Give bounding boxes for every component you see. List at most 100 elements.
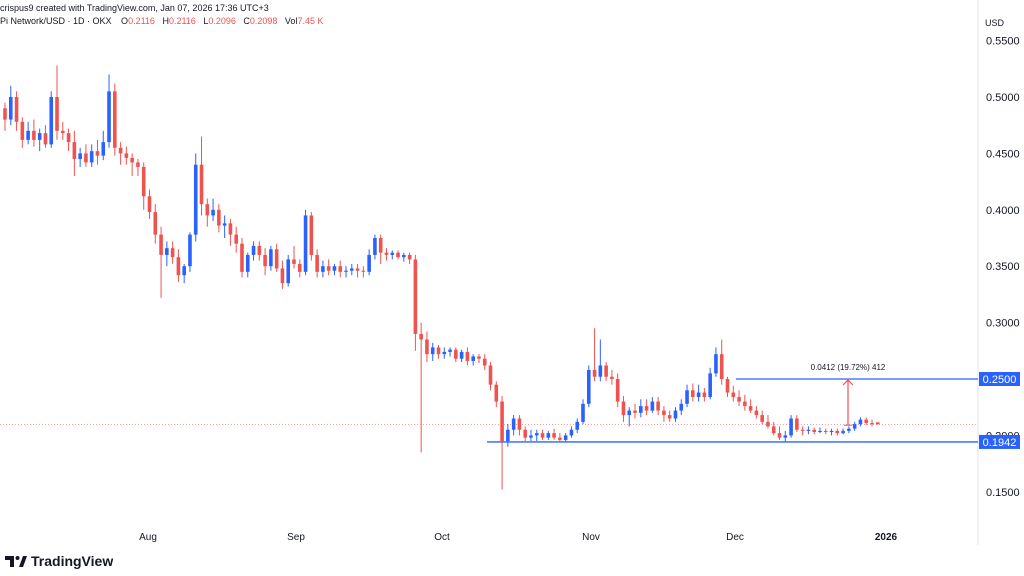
price-range-measurement[interactable]: 0.0412 (19.72%) 412 xyxy=(811,363,886,426)
candle xyxy=(685,384,689,408)
candle-body xyxy=(413,259,418,334)
candle-body xyxy=(777,433,782,438)
candle-body xyxy=(205,204,210,216)
candle-body xyxy=(852,424,857,429)
candle-body xyxy=(847,428,851,431)
candle xyxy=(673,407,678,422)
candle-body xyxy=(309,215,314,255)
candle-body xyxy=(240,243,244,272)
candle-body xyxy=(170,248,175,258)
candle-body xyxy=(488,365,493,385)
candle-body xyxy=(540,433,545,438)
candle-body xyxy=(662,410,666,416)
high-value: 0.2116 xyxy=(168,16,196,26)
candle xyxy=(425,331,429,363)
time-tick-label: 2026 xyxy=(875,532,898,543)
candle-body xyxy=(14,97,19,122)
candle xyxy=(182,263,186,284)
candle-body xyxy=(667,415,672,419)
candle xyxy=(731,385,736,402)
candle-body xyxy=(812,429,816,433)
candle-body xyxy=(43,133,48,145)
candle-body xyxy=(465,351,470,361)
candle-body xyxy=(627,410,632,416)
candle-body xyxy=(685,390,689,404)
currency-label: USD xyxy=(985,18,1005,28)
candle xyxy=(136,159,140,176)
candle-body xyxy=(407,254,412,260)
candle-body xyxy=(326,266,331,271)
candle-body xyxy=(598,365,603,377)
candle xyxy=(534,429,539,442)
candle-body xyxy=(95,151,100,156)
candle xyxy=(118,142,123,165)
candle-body xyxy=(870,422,874,425)
candle xyxy=(257,241,262,261)
candle-body xyxy=(586,369,591,404)
candle xyxy=(407,252,412,264)
candle-body xyxy=(280,268,285,284)
candle xyxy=(795,415,799,433)
candle-body xyxy=(136,162,140,167)
candle-body xyxy=(806,429,811,431)
candle-body xyxy=(55,97,59,131)
time-axis[interactable]: Aug Sep Oct Nov Dec 2026 xyxy=(139,532,897,543)
candle xyxy=(350,263,354,276)
candle-body xyxy=(448,349,452,352)
candle xyxy=(679,399,684,416)
candle xyxy=(621,395,626,422)
candle xyxy=(465,347,470,366)
close-key: C xyxy=(243,16,250,26)
candle-body xyxy=(702,392,707,398)
candle-body xyxy=(78,153,82,160)
price-axis[interactable]: 0.5500 0.5000 0.4500 0.4000 0.3500 0.3000 0.25… xyxy=(986,36,1020,499)
candle xyxy=(563,433,568,443)
candle-body xyxy=(708,373,712,398)
candle-body xyxy=(731,392,736,398)
candle xyxy=(806,426,811,435)
candle-body xyxy=(20,121,25,140)
candle-body xyxy=(835,430,840,434)
candle xyxy=(419,322,423,453)
candle xyxy=(823,428,828,435)
candle xyxy=(43,125,48,148)
candle xyxy=(373,234,377,260)
tradingview-logo[interactable]: TradingView xyxy=(5,553,113,569)
price-tick-label: 0.4000 xyxy=(986,205,1020,217)
candle xyxy=(477,354,481,364)
time-tick-label: Sep xyxy=(287,532,305,543)
candle xyxy=(656,397,660,416)
candle-body xyxy=(66,133,71,143)
candle xyxy=(644,399,649,416)
candle xyxy=(228,218,233,246)
candle-body xyxy=(147,196,152,213)
credit-line: crispus9 created with TradingView.com, J… xyxy=(0,3,269,13)
candle xyxy=(176,249,181,282)
level-price-tag xyxy=(979,434,1020,449)
candle xyxy=(835,428,840,436)
candle xyxy=(523,426,527,442)
candle xyxy=(471,354,475,366)
candle xyxy=(454,347,458,363)
candle-body xyxy=(725,379,730,393)
candle-body xyxy=(378,238,383,253)
candle-body xyxy=(875,422,880,425)
candle xyxy=(26,121,30,145)
candle xyxy=(240,238,244,278)
candle-body xyxy=(818,430,822,433)
candle-body xyxy=(679,403,684,411)
candle xyxy=(800,426,805,436)
candle-body xyxy=(442,351,447,355)
candle xyxy=(367,249,371,276)
symbol-label[interactable]: Pi Network/USD · 1D · OKX xyxy=(0,16,112,26)
horizontal-levels[interactable]: 0.2500 0.1942 xyxy=(487,372,1020,449)
level-price-tag xyxy=(979,372,1020,386)
candle-body xyxy=(8,97,13,120)
tradingview-logo-icon xyxy=(5,556,27,567)
candle xyxy=(286,254,291,287)
candle-body xyxy=(766,421,770,427)
candle xyxy=(332,263,337,276)
candle xyxy=(303,209,308,276)
